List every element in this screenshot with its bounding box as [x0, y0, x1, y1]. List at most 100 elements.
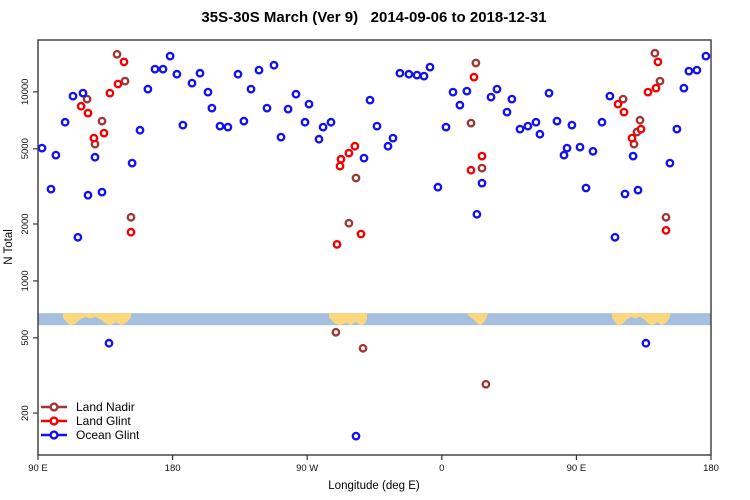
data-point	[628, 151, 638, 161]
x-axis-tick-label: 90 W	[296, 463, 318, 474]
data-point	[507, 94, 517, 104]
data-point	[158, 64, 168, 74]
data-point	[326, 117, 336, 127]
data-point	[650, 48, 660, 58]
data-point	[679, 83, 689, 93]
y-axis-tick-label: 2000	[20, 213, 31, 234]
data-point	[627, 133, 637, 143]
data-point	[684, 66, 694, 76]
data-point	[466, 118, 476, 128]
data-point	[239, 116, 249, 126]
data-point	[610, 232, 620, 242]
legend-entry-land-nadir: Land Nadir	[41, 400, 135, 414]
data-point	[365, 95, 375, 105]
data-point	[523, 121, 533, 131]
data-point	[661, 225, 671, 235]
data-point	[143, 84, 153, 94]
y-axis-tick-label: 1000	[20, 270, 31, 291]
data-point	[562, 143, 572, 153]
data-point	[76, 101, 86, 111]
series-land-glint	[76, 57, 671, 249]
data-points	[37, 48, 711, 441]
data-point	[455, 100, 465, 110]
data-point	[344, 148, 354, 158]
data-point	[597, 117, 607, 127]
data-point	[492, 84, 502, 94]
data-point	[254, 65, 264, 75]
data-point	[207, 103, 217, 113]
y-axis-tick-label: 5000	[20, 138, 31, 159]
data-point	[135, 125, 145, 135]
latitude-map-band	[38, 313, 711, 326]
data-point	[120, 76, 130, 86]
data-point	[665, 158, 675, 168]
legend: Land Nadir Land Glint Ocean Glint	[41, 400, 140, 442]
data-point	[515, 124, 525, 134]
data-point	[304, 99, 314, 109]
data-point	[276, 132, 286, 142]
data-point	[462, 86, 472, 96]
data-point	[83, 108, 93, 118]
map-band-land-australia	[63, 313, 131, 326]
x-axis-tick-label: 0	[439, 463, 444, 474]
data-point	[481, 379, 491, 389]
data-point	[372, 121, 382, 131]
data-point	[46, 184, 56, 194]
data-point	[412, 70, 422, 80]
data-point	[113, 79, 123, 89]
data-point	[635, 115, 645, 125]
data-point	[620, 189, 630, 199]
data-point	[395, 68, 405, 78]
legend-label-land-nadir: Land Nadir	[76, 400, 135, 414]
x-axis-tick-label: 90 E	[28, 463, 48, 474]
data-point	[575, 142, 585, 152]
data-point	[404, 69, 414, 79]
data-point	[90, 152, 100, 162]
data-point	[653, 57, 663, 67]
legend-label-land-glint: Land Glint	[76, 414, 131, 428]
x-axis-tick-label: 180	[703, 463, 719, 474]
x-axis-tick-label: 180	[165, 463, 181, 474]
data-point	[97, 187, 107, 197]
data-point	[544, 88, 554, 98]
map-band-land-south-america	[329, 313, 367, 326]
series-land-nadir	[82, 48, 671, 389]
y-axis-tick-label: 200	[20, 405, 31, 421]
data-point	[477, 163, 487, 173]
data-point	[262, 103, 272, 113]
data-point	[350, 141, 360, 151]
data-point	[83, 190, 93, 200]
data-point	[318, 122, 328, 132]
data-point	[605, 91, 615, 101]
data-point	[344, 218, 354, 228]
data-point	[223, 122, 233, 132]
data-point	[619, 107, 629, 117]
data-point	[618, 94, 628, 104]
data-point	[651, 83, 661, 93]
data-point	[655, 76, 665, 86]
data-point	[51, 150, 61, 160]
data-point	[165, 51, 175, 61]
data-point	[552, 116, 562, 126]
data-point	[356, 229, 366, 239]
data-point	[559, 150, 569, 160]
data-point	[535, 129, 545, 139]
data-point	[643, 87, 653, 97]
land-nadir-circle-swatch-icon	[49, 402, 59, 412]
data-point	[502, 107, 512, 117]
data-point	[336, 154, 346, 164]
data-point	[383, 141, 393, 151]
map-band-ocean	[38, 313, 711, 326]
data-point	[78, 88, 88, 98]
data-point	[60, 117, 70, 127]
data-point	[672, 124, 682, 134]
data-point	[104, 338, 114, 348]
data-point	[641, 338, 651, 348]
data-point	[178, 120, 188, 130]
data-point	[246, 84, 256, 94]
data-point	[581, 183, 591, 193]
data-point	[172, 69, 182, 79]
data-point	[567, 120, 577, 130]
data-point	[73, 232, 83, 242]
data-point	[701, 51, 711, 61]
